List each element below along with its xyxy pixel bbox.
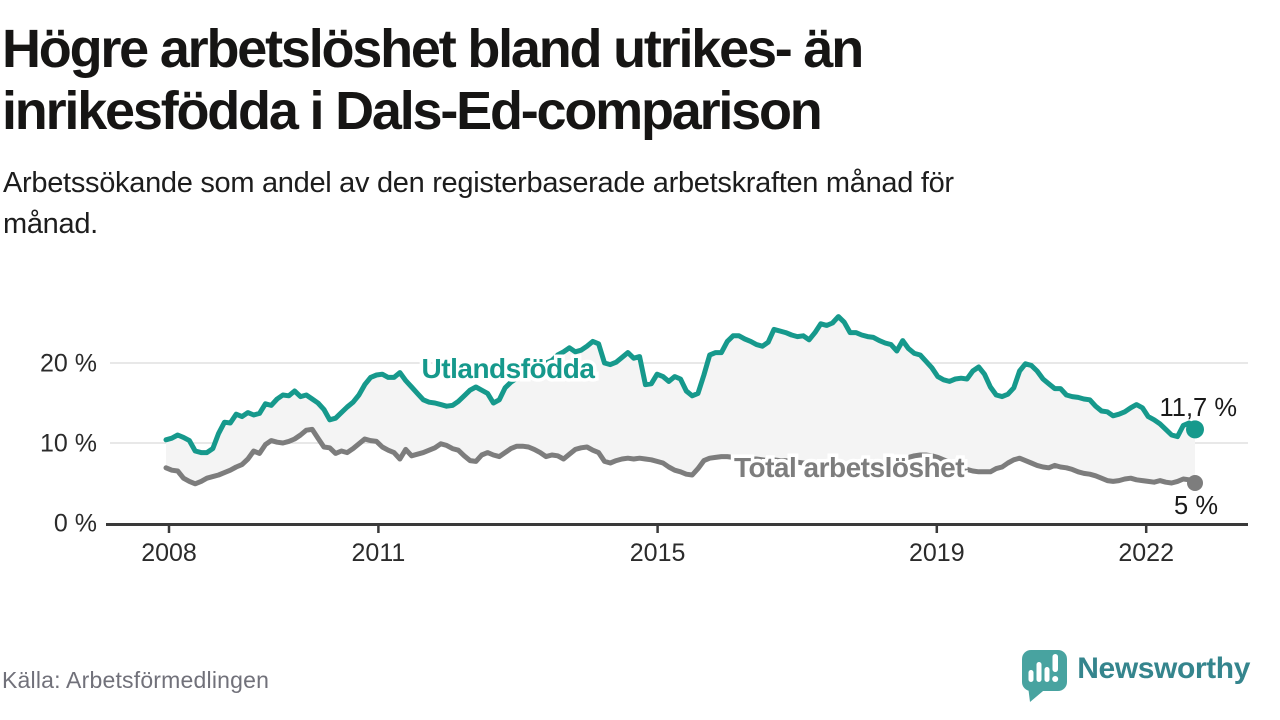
logo-exclamation-bar xyxy=(1052,654,1059,672)
page-title: Högre arbetslöshet bland utrikes- än inr… xyxy=(2,18,864,142)
newsworthy-logo-icon xyxy=(1022,650,1068,702)
series-end-dot-utlandsfodda xyxy=(1186,420,1204,439)
logo-bar-2 xyxy=(1036,662,1042,682)
subtitle-line-1: Arbetssökande som andel av den registerb… xyxy=(3,167,954,199)
newsworthy-logo-text: Newsworthy xyxy=(1077,652,1250,685)
series-label-utlandsfodda: Utlandsfödda xyxy=(422,353,596,384)
subtitle-line-2: månad. xyxy=(3,208,98,240)
logo-bar-3 xyxy=(1044,667,1050,682)
logo-exclamation-dot xyxy=(1052,676,1059,682)
x-tick-label: 2022 xyxy=(1118,539,1174,567)
x-tick-label: 2015 xyxy=(630,539,686,567)
band-fill xyxy=(166,316,1195,484)
series-end-dot-total xyxy=(1187,475,1203,491)
series-line-total xyxy=(163,426,1198,487)
y-tick-label: 20 % xyxy=(40,350,97,378)
series-line-utlandsfodda xyxy=(163,314,1198,456)
x-tick-label: 2008 xyxy=(141,539,197,567)
chart-subtitle: Arbetssökande som andel av den registerb… xyxy=(3,163,954,245)
title-line-1: Högre arbetslöshet bland utrikes- än xyxy=(2,19,864,79)
y-tick-label: 10 % xyxy=(40,430,97,458)
end-value-label-utlandsfodda: 11,7 % xyxy=(1160,394,1238,422)
newsworthy-logo: Newsworthy xyxy=(1017,646,1250,706)
logo-bar-1 xyxy=(1028,670,1034,682)
x-tick-label: 2011 xyxy=(352,539,406,567)
end-value-label-total: 5 % xyxy=(1174,492,1218,520)
y-tick-label: 0 % xyxy=(54,510,97,538)
series-label-total: Total arbetslöshet xyxy=(734,452,964,483)
x-tick-label: 2019 xyxy=(909,539,965,567)
source-text: Källa: Arbetsförmedlingen xyxy=(2,667,270,693)
title-line-2: inrikesfödda i Dals-Ed-comparison xyxy=(2,81,823,141)
